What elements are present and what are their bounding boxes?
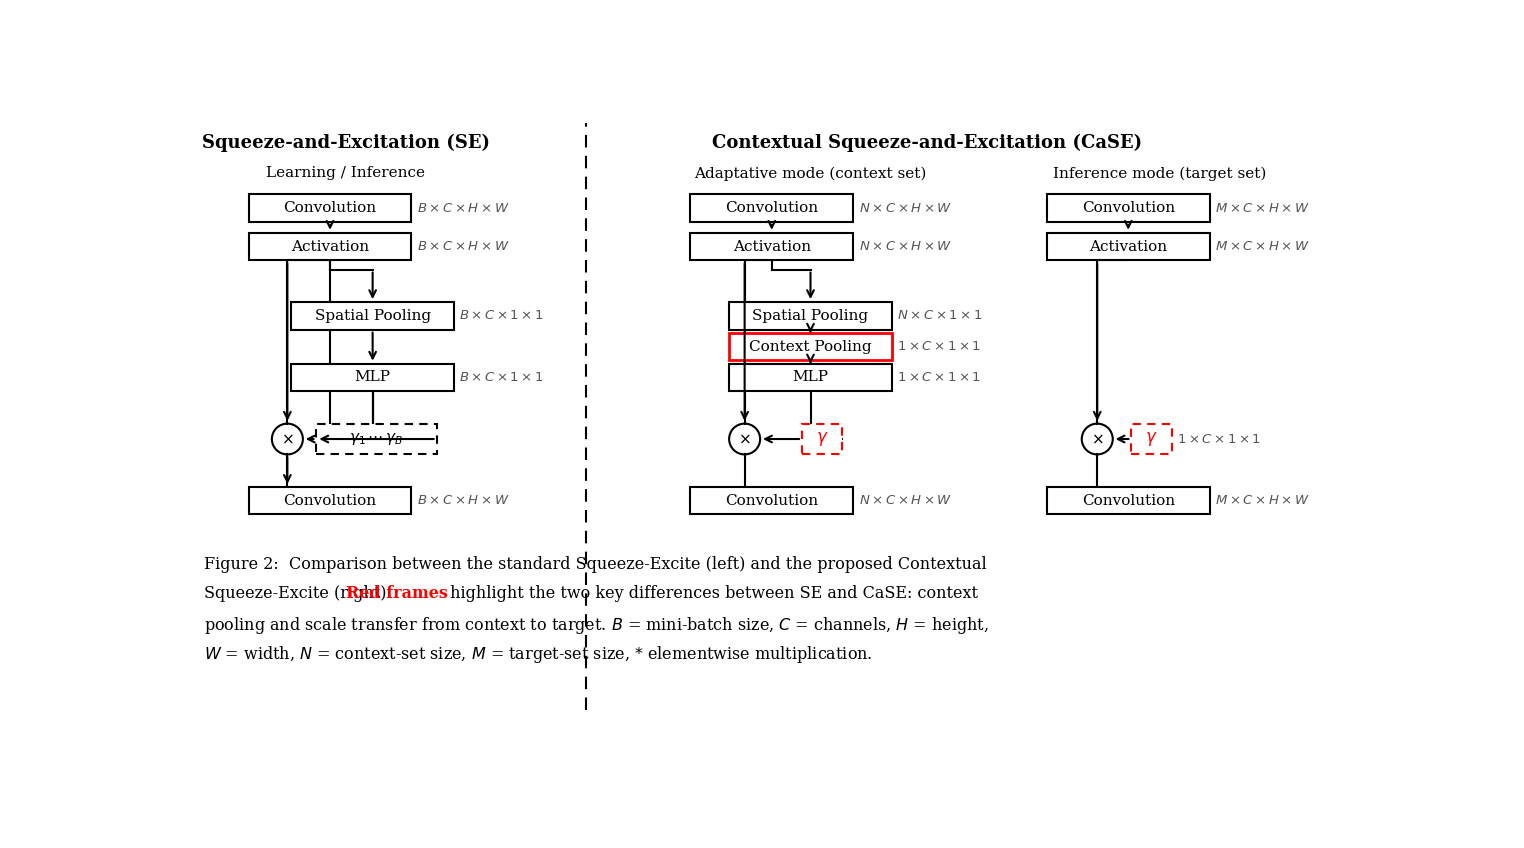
Text: $N\times C\times H\times W$: $N\times C\times H\times W$ [858, 202, 952, 215]
Text: Figure 2:  Comparison between the standard Squeeze-Excite (left) and the propose: Figure 2: Comparison between the standar… [204, 556, 988, 573]
FancyBboxPatch shape [248, 232, 411, 260]
Text: pooling and scale transfer from context to target. $B$ = mini-batch size, $C$ = : pooling and scale transfer from context … [204, 615, 989, 636]
FancyBboxPatch shape [1047, 487, 1210, 515]
Text: Convolution: Convolution [283, 494, 376, 508]
Text: $B\times C\times H\times W$: $B\times C\times H\times W$ [416, 240, 509, 253]
Text: $\times$: $\times$ [738, 432, 751, 446]
FancyBboxPatch shape [802, 424, 843, 454]
Text: Activation: Activation [1090, 239, 1167, 254]
Text: $B\times C\times H\times W$: $B\times C\times H\times W$ [416, 202, 509, 215]
Text: Adaptative mode (context set): Adaptative mode (context set) [695, 166, 927, 181]
Text: $N\times C\times H\times W$: $N\times C\times H\times W$ [858, 240, 952, 253]
FancyBboxPatch shape [728, 364, 892, 391]
Text: $\gamma_1\,\cdots\,\gamma_B$: $\gamma_1\,\cdots\,\gamma_B$ [349, 431, 404, 447]
Text: $N\times C\times H\times W$: $N\times C\times H\times W$ [858, 494, 952, 507]
Text: Red frames: Red frames [346, 585, 448, 602]
Text: Convolution: Convolution [283, 201, 376, 215]
Text: MLP: MLP [355, 371, 390, 384]
FancyBboxPatch shape [728, 332, 892, 360]
FancyBboxPatch shape [248, 487, 411, 515]
Text: $1\times C\times 1\times 1$: $1\times C\times 1\times 1$ [898, 340, 981, 353]
Text: Inference mode (target set): Inference mode (target set) [1053, 166, 1266, 181]
Text: Spatial Pooling: Spatial Pooling [753, 309, 869, 323]
FancyBboxPatch shape [1131, 424, 1172, 454]
Text: $M\times C\times H\times W$: $M\times C\times H\times W$ [1215, 202, 1311, 215]
Text: $\times$: $\times$ [1091, 432, 1103, 446]
FancyBboxPatch shape [1047, 232, 1210, 260]
FancyBboxPatch shape [291, 302, 454, 330]
Text: Convolution: Convolution [725, 494, 818, 508]
Text: Learning / Inference: Learning / Inference [267, 166, 425, 181]
Text: Convolution: Convolution [1082, 494, 1175, 508]
FancyBboxPatch shape [690, 232, 853, 260]
FancyBboxPatch shape [728, 302, 892, 330]
Text: MLP: MLP [792, 371, 829, 384]
Text: $1\times C\times 1\times 1$: $1\times C\times 1\times 1$ [1177, 432, 1262, 445]
Text: Squeeze-and-Excitation (SE): Squeeze-and-Excitation (SE) [201, 133, 489, 152]
Text: $\gamma$: $\gamma$ [1145, 430, 1158, 448]
Text: Contextual Squeeze-and-Excitation (CaSE): Contextual Squeeze-and-Excitation (CaSE) [712, 133, 1141, 152]
FancyBboxPatch shape [248, 194, 411, 222]
Text: $B\times C\times 1\times 1$: $B\times C\times 1\times 1$ [459, 371, 544, 384]
FancyBboxPatch shape [690, 487, 853, 515]
FancyBboxPatch shape [291, 364, 454, 391]
Text: Activation: Activation [291, 239, 369, 254]
Text: $\gamma$: $\gamma$ [815, 430, 829, 448]
Text: $M\times C\times H\times W$: $M\times C\times H\times W$ [1215, 240, 1311, 253]
Text: highlight the two key differences between SE and CaSE: context: highlight the two key differences betwee… [445, 585, 978, 602]
Text: Spatial Pooling: Spatial Pooling [314, 309, 431, 323]
Text: $N\times C\times 1\times 1$: $N\times C\times 1\times 1$ [898, 310, 983, 322]
Text: $B\times C\times 1\times 1$: $B\times C\times 1\times 1$ [459, 310, 544, 322]
Text: Convolution: Convolution [1082, 201, 1175, 215]
Text: Context Pooling: Context Pooling [750, 339, 872, 354]
Text: $B\times C\times H\times W$: $B\times C\times H\times W$ [416, 494, 509, 507]
Text: Convolution: Convolution [725, 201, 818, 215]
Text: $1\times C\times 1\times 1$: $1\times C\times 1\times 1$ [898, 371, 981, 384]
Text: $W$ = width, $N$ = context-set size, $M$ = target-set size, $*$ elementwise mult: $W$ = width, $N$ = context-set size, $M$… [204, 644, 873, 665]
Text: $\times$: $\times$ [280, 432, 294, 446]
FancyBboxPatch shape [1047, 194, 1210, 222]
Text: Activation: Activation [733, 239, 811, 254]
FancyBboxPatch shape [317, 424, 436, 454]
Text: Squeeze-Excite (right).: Squeeze-Excite (right). [204, 585, 398, 602]
Text: $M\times C\times H\times W$: $M\times C\times H\times W$ [1215, 494, 1311, 507]
FancyBboxPatch shape [690, 194, 853, 222]
